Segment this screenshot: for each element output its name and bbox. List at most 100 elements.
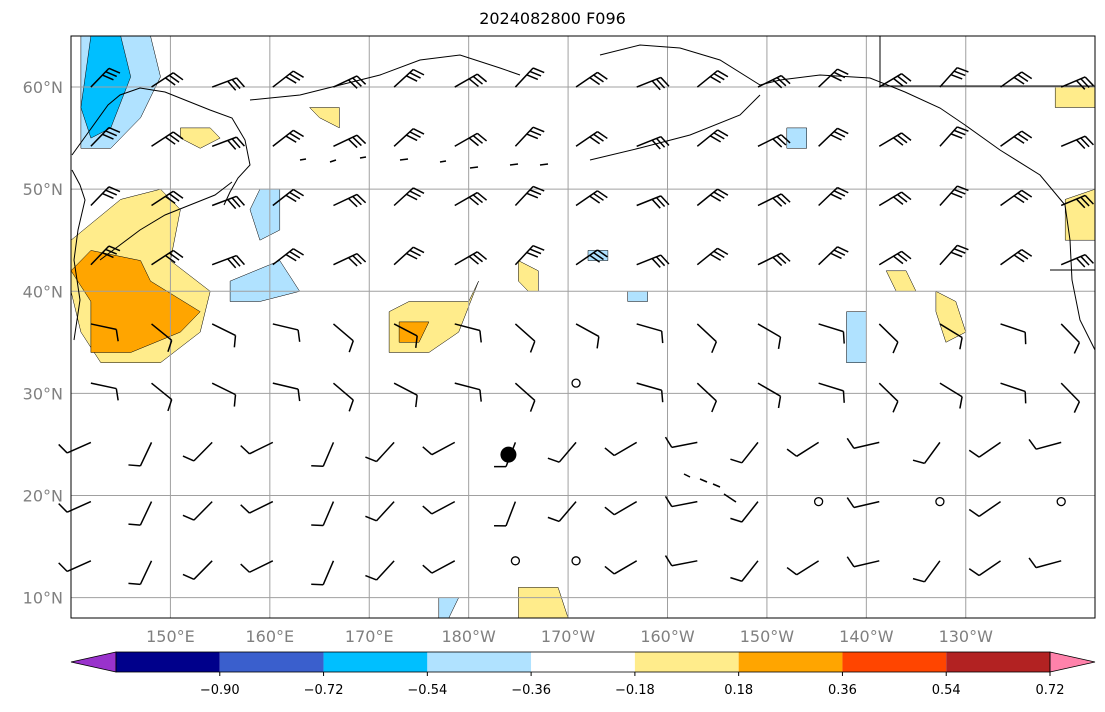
wind-barb [696, 247, 729, 266]
shaded-region [627, 291, 648, 302]
wind-barb [575, 249, 608, 266]
colorbar-box [738, 652, 843, 672]
wind-barb [393, 382, 418, 408]
lon-tick-label: 160°E [246, 627, 295, 646]
wind-barb [272, 70, 304, 88]
wind-barb [182, 560, 213, 581]
lon-tick-label: 170°E [345, 627, 394, 646]
wind-barb [786, 560, 820, 576]
wind-barb [730, 441, 759, 464]
colorbar-tick-label: 0.36 [828, 683, 857, 698]
wind-barb [211, 323, 237, 348]
wind-barb [878, 73, 912, 88]
wind-barb [272, 382, 301, 402]
colorbar-frame [115, 651, 1051, 673]
colorbar-box [116, 652, 220, 672]
wind-barb [514, 67, 545, 88]
wind-barb [1000, 248, 1033, 266]
wind-barb [211, 136, 246, 150]
wind-barb [547, 441, 577, 463]
wind-barb [878, 323, 899, 354]
wind-barb [636, 195, 670, 209]
wind-barb [939, 244, 969, 266]
lon-tick-label: 130°W [939, 627, 994, 646]
lon-tick-label: 170°W [541, 627, 596, 646]
colorbar-box [531, 652, 635, 672]
wind-barb [846, 437, 880, 450]
wind-barb [333, 75, 367, 89]
wind-barb [454, 191, 488, 207]
wind-barb [939, 323, 963, 350]
colorbar-box [219, 652, 324, 672]
wind-barb [240, 441, 274, 455]
lat-tick-label: 20°N [23, 486, 63, 505]
shaded-region [438, 597, 460, 619]
lon-tick-label: 150°E [146, 627, 195, 646]
wind-barb [90, 382, 119, 401]
colorbar-tick-label: −0.90 [200, 683, 240, 698]
wind-barb [151, 131, 184, 147]
wind-barb [422, 441, 456, 456]
lat-tick-label: 50°N [23, 180, 63, 199]
wind-barb [151, 323, 173, 352]
wind-barb [696, 129, 729, 147]
wind-barb [90, 67, 121, 88]
wind-barb [151, 249, 184, 266]
wind-barb [878, 132, 912, 147]
lon-tick-label: 180°W [441, 627, 496, 646]
wind-barb [757, 382, 782, 409]
wind-barb [182, 441, 213, 462]
wind-barb [128, 442, 153, 467]
wind-barb [514, 126, 545, 147]
shaded-region [935, 290, 967, 343]
calm-wind-marker [813, 496, 824, 507]
wind-barb [575, 190, 608, 207]
wind-barb [422, 500, 456, 515]
calm-wind-marker [571, 556, 581, 566]
wind-barb [878, 250, 912, 266]
coastlines [71, 36, 1096, 503]
wind-barb [757, 134, 791, 148]
wind-barb [968, 441, 1001, 458]
wind-barb [939, 66, 969, 88]
wind-barb [494, 501, 517, 527]
wind-barb [1000, 323, 1027, 345]
colorbar-tick-label: −0.72 [304, 683, 344, 698]
wind-barb [1060, 135, 1094, 150]
tc-marker-layer [500, 446, 517, 463]
wind-barb [90, 186, 121, 207]
map-frame [70, 35, 1096, 619]
colorbar-tick-label: 0.18 [724, 683, 753, 698]
wind-barb [636, 76, 670, 91]
axis-tick-labels: 60°N 50°N 40°N 30°N 20°N 10°N 150°E 160°E 170°E 1… [23, 78, 993, 646]
lat-lon-gridlines [71, 36, 1095, 618]
wind-barb [912, 560, 941, 583]
wind-barb [696, 188, 729, 207]
wind-barb [575, 323, 600, 349]
wind-barb [664, 436, 698, 449]
wind-barb [58, 441, 92, 454]
wind-barb [151, 72, 184, 88]
wind-barb [514, 244, 545, 266]
colorbar-tick-label: −0.36 [511, 683, 551, 698]
wind-barb [240, 560, 274, 573]
wind-barb [151, 190, 184, 207]
colorbar-tick-label: −0.54 [407, 683, 447, 698]
wind-barb [332, 323, 354, 353]
wind-barb [365, 441, 395, 463]
colorbar-box [946, 652, 1050, 672]
wind-barb [211, 382, 237, 407]
wind-barb [1028, 439, 1062, 450]
wind-barb [454, 73, 488, 88]
wind-barb [272, 248, 304, 266]
wind-barb [730, 560, 759, 582]
wind-barb [912, 441, 941, 465]
wind-barb [664, 555, 698, 567]
wind-barb [365, 501, 395, 522]
wind-barb [211, 254, 246, 269]
shaded-region [249, 188, 281, 241]
wind-barb [211, 77, 246, 91]
wind-barb [878, 382, 899, 413]
wind-barb [393, 128, 425, 147]
